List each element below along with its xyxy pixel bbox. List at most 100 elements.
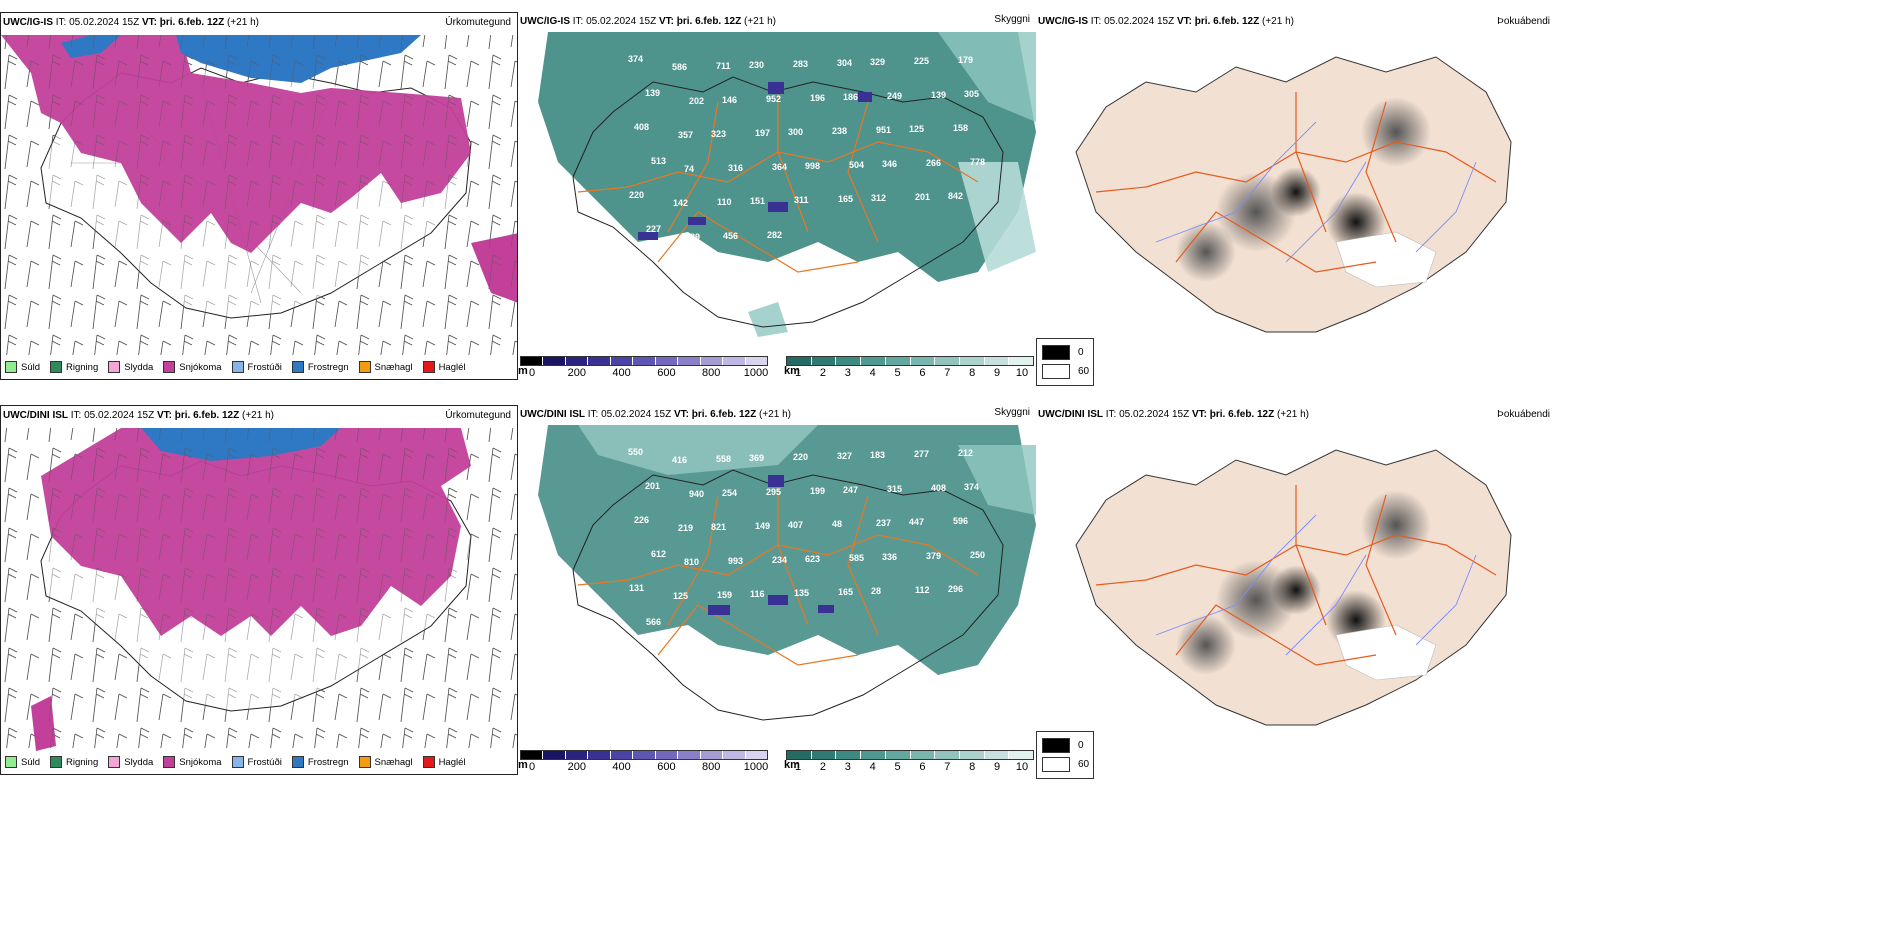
colorbar-tick-label: 2 <box>819 367 826 379</box>
ceiling-value-label: 139 <box>931 90 946 100</box>
ceiling-patches <box>638 82 872 240</box>
ceiling-value-label: 408 <box>634 122 649 132</box>
visibility-field <box>538 425 1036 675</box>
legend-item: Súld <box>5 361 40 373</box>
legend-label: Rigning <box>66 361 99 373</box>
legend-swatch <box>291 756 304 768</box>
colorbar-cell <box>959 751 985 759</box>
ceiling-value-label: 374 <box>628 54 643 64</box>
colorbar-tick-label: 200 <box>567 761 586 773</box>
colorbar-tick-label: 1000 <box>743 761 769 773</box>
visibility-panel-1: 374 586 711 230 283 304 329 225 179 139 202 146 952 1… <box>518 12 1036 380</box>
ceiling-value-label: 110 <box>717 197 732 207</box>
colorbar-tick-label: 6 <box>919 761 926 773</box>
colorbar-cell <box>543 357 566 365</box>
colorbar-unit: km <box>784 365 800 377</box>
ceiling-value-label: 374 <box>964 482 979 492</box>
colorbar-cell <box>565 357 589 365</box>
colorbar-cells <box>786 750 1034 760</box>
colorbar-cell <box>836 357 862 365</box>
panel-title: UWC/IG-IS IT: 05.02.2024 15Z VT: þri. 6.… <box>1038 16 1294 27</box>
fog-legend-row: 60 <box>1042 757 1089 772</box>
colorbar-cell <box>700 751 724 759</box>
ceiling-value-label: 226 <box>634 515 649 525</box>
fog-legend-1: 0 60 <box>1036 338 1094 386</box>
ceiling-value-label: 998 <box>805 161 820 171</box>
ceiling-value-label: 125 <box>909 124 924 134</box>
ceiling-value-label: 408 <box>931 483 946 493</box>
colorbar-cell <box>723 357 746 365</box>
ceiling-value-label: 201 <box>645 481 660 491</box>
ceiling-value-label: 183 <box>870 450 885 460</box>
colorbar-ticks: 0 200 400 600 800 1000 <box>520 760 768 774</box>
ceiling-value-label: 125 <box>673 591 688 601</box>
ceiling-value-label: 456 <box>723 231 738 241</box>
ceiling-value-label: 558 <box>716 454 731 464</box>
ceiling-value-label: 369 <box>749 453 764 463</box>
precip-type-map-1 <box>1 35 517 355</box>
legend-item: Rigning <box>50 361 98 373</box>
colorbar-cell <box>521 751 544 759</box>
colorbar-cell <box>1009 357 1034 365</box>
ceiling-value-label: 196 <box>810 93 825 103</box>
fog-map-2 <box>1075 449 1512 726</box>
legend-item: Snjókoma <box>163 361 222 373</box>
ceiling-colorbar-1: m 0 200 400 600 800 1000 <box>518 356 768 380</box>
colorbar-cell <box>984 751 1010 759</box>
colorbar-cell <box>787 357 812 365</box>
fog-legend-row: 0 <box>1042 738 1084 753</box>
ceiling-value-label: 74 <box>684 164 694 174</box>
ceiling-value-label: 212 <box>958 448 973 458</box>
colorbar-ticks: 1 2 3 4 5 6 7 8 9 10 <box>786 760 1034 774</box>
colorbar-tick-label: 7 <box>944 367 951 379</box>
colorbar-cell <box>543 751 566 759</box>
fog-map-1 <box>1075 56 1512 333</box>
ceiling-value-label: 940 <box>689 489 704 499</box>
colorbar-cell <box>610 357 634 365</box>
ceiling-value-label: 220 <box>629 190 644 200</box>
legend-label: Snjókoma <box>179 361 222 373</box>
legend-swatch <box>163 756 176 768</box>
ceiling-value-label: 316 <box>728 163 743 173</box>
panel-type-label: Úrkomutegund <box>445 17 511 28</box>
legend-label: Súld <box>21 361 41 373</box>
ceiling-value-label: 295 <box>766 487 781 497</box>
ceiling-value-label: 247 <box>843 485 858 495</box>
ceiling-labels: 374 586 711 230 283 304 329 225 179 139 202 146 952 1… <box>628 54 985 242</box>
ceiling-value-label: 179 <box>958 55 973 65</box>
rivers <box>1155 121 1477 263</box>
legend-item: Frostúði <box>231 756 282 768</box>
fog-legend-row: 0 <box>1042 345 1084 360</box>
legend-label: Snæhagl <box>374 361 413 373</box>
colorbar-cell <box>1009 751 1034 759</box>
ceiling-value-label: 416 <box>672 455 687 465</box>
colorbar-cell <box>700 357 724 365</box>
colorbar-cells <box>520 750 768 760</box>
ceiling-value-label: 165 <box>838 587 853 597</box>
colorbar-cell <box>655 751 679 759</box>
legend-item: Slydda <box>108 361 153 373</box>
ceiling-value-label: 550 <box>628 447 643 457</box>
ceiling-value-label: 282 <box>767 230 782 240</box>
legend-item: Frostúði <box>231 361 282 373</box>
colorbar-cell <box>885 751 911 759</box>
ceiling-value-label: 158 <box>953 123 968 133</box>
legend-item: Rigning <box>50 756 98 768</box>
ceiling-value-label: 165 <box>838 194 853 204</box>
colorbar-cell <box>678 357 701 365</box>
precip-legend: Súld Rigning Slydda Snjókoma Frostúði Frostre… <box>5 361 466 373</box>
ceiling-value-label: 379 <box>926 551 941 561</box>
panel-type-label: Skyggni <box>994 407 1030 418</box>
colorbar-ticks: 0 200 400 600 800 1000 <box>520 366 768 380</box>
ceiling-value-label: 364 <box>772 162 787 172</box>
colorbar-cell <box>787 751 812 759</box>
fog-legend-swatch <box>1042 738 1070 753</box>
colorbar-cell <box>910 357 936 365</box>
fog-panel-2: UWC/DINI ISL IT: 05.02.2024 15Z VT: þri.… <box>1036 405 1556 775</box>
legend-swatch <box>422 361 435 373</box>
ceiling-value-label: 230 <box>749 60 764 70</box>
panel-title: UWC/DINI ISL IT: 05.02.2024 15Z VT: þri.… <box>520 409 791 420</box>
colorbar-tick-label: 0 <box>528 367 536 379</box>
legend-swatch <box>358 756 371 768</box>
ceiling-value-label: 842 <box>948 191 963 201</box>
